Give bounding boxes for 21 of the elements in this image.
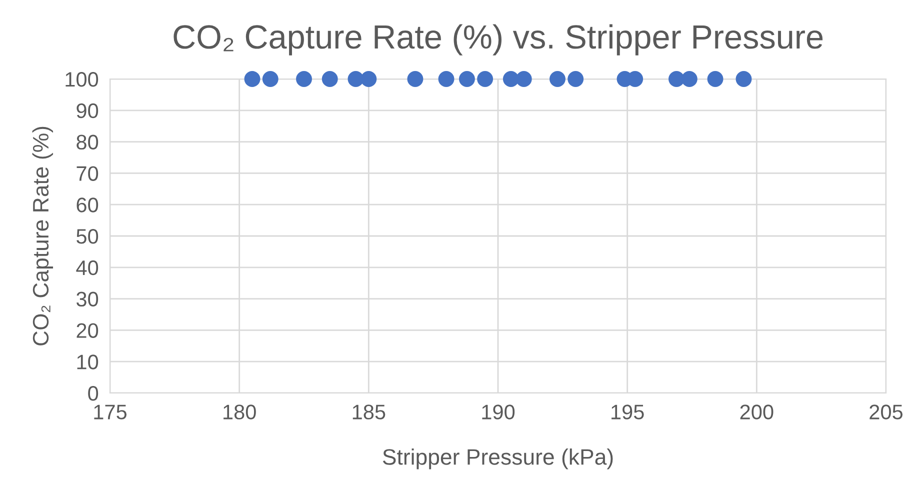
x-tick-label: 195	[612, 404, 644, 420]
x-tick-label: 200	[740, 404, 774, 420]
y-tick-label: 70	[76, 166, 98, 181]
x-tick-label: 175	[94, 404, 127, 420]
y-tick-label: 30	[76, 292, 98, 307]
y-tick-label: 0	[88, 386, 98, 401]
x-tick-label: 205	[870, 404, 903, 420]
chart-title: CO₂ Capture Rate (%) vs. Stripper Pressure	[174, 24, 823, 56]
y-tick-label: 50	[76, 229, 98, 244]
y-tick-label: 20	[76, 323, 98, 338]
x-tick-label: 185	[352, 404, 386, 420]
y-tick-label: 10	[77, 354, 98, 370]
x-tick-label: 180	[224, 404, 256, 420]
y-tick-label: 90	[76, 103, 98, 118]
y-tick-label: 100	[66, 72, 98, 87]
y-tick-label: 60	[76, 198, 98, 212]
y-axis-title: CO₂ Capture Rate (%)	[32, 126, 54, 346]
y-tick-label: 40	[76, 260, 98, 276]
y-tick-label: 80	[76, 134, 98, 150]
x-axis-title: Stripper Pressure (kPa)	[382, 448, 613, 470]
x-tick-label: 190	[482, 404, 515, 420]
